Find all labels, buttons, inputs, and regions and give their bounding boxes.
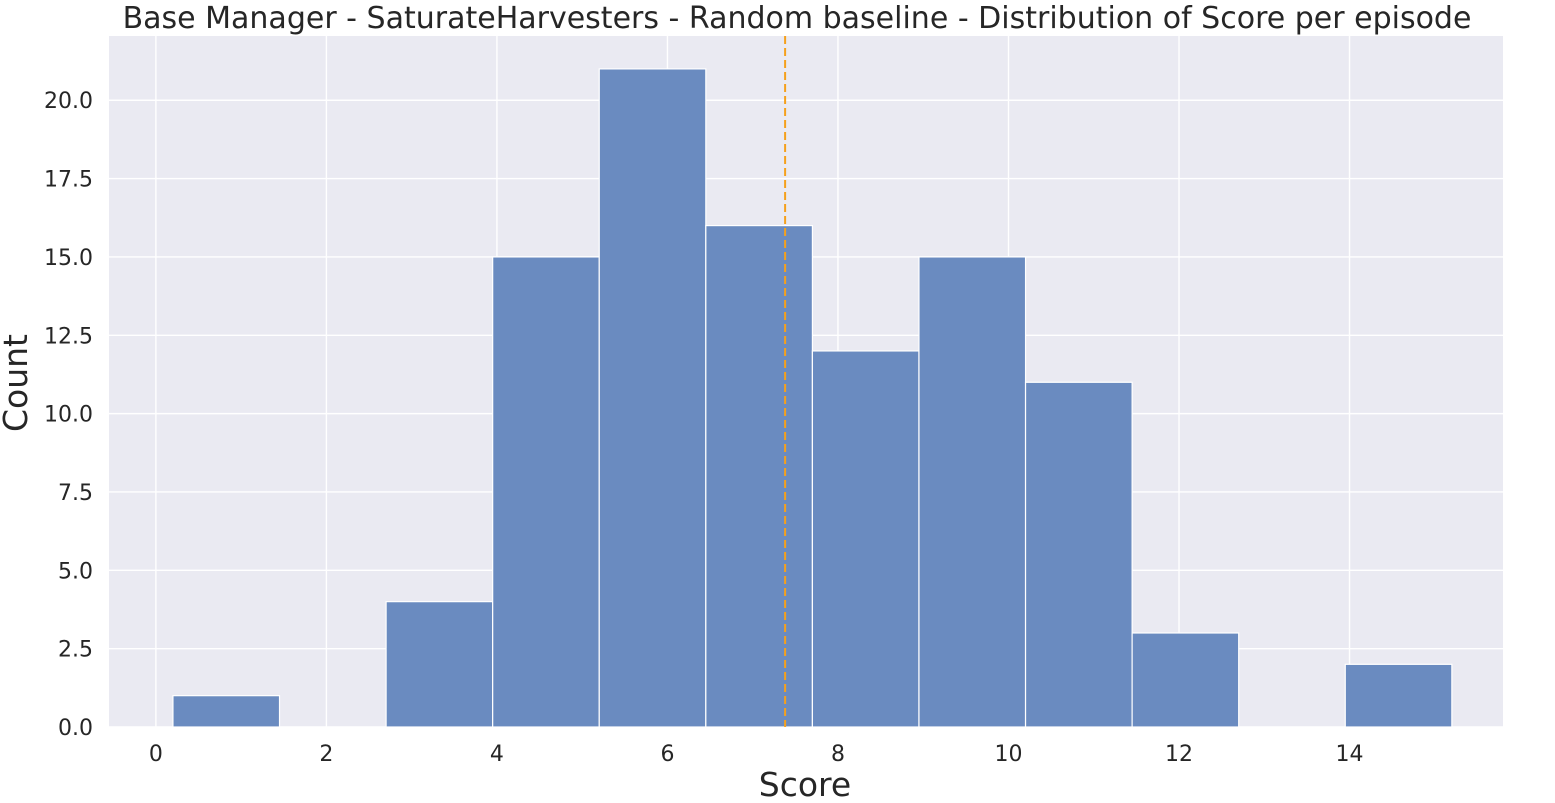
histogram-bar [1344, 663, 1453, 728]
x-tick-label: 2 [319, 742, 333, 767]
x-tick-label: 4 [490, 742, 504, 767]
x-axis-label: Score [759, 765, 851, 803]
histogram-bars [172, 68, 1453, 728]
y-tick-label: 2.5 [58, 638, 93, 663]
chart-title: Base Manager - SaturateHarvesters - Rand… [123, 1, 1472, 36]
x-tick-label: 10 [994, 742, 1022, 767]
y-tick-label: 0.0 [58, 716, 93, 741]
y-tick-label: 12.5 [44, 324, 93, 349]
histogram-bar [385, 601, 494, 728]
histogram-bar [1131, 632, 1240, 728]
histogram-bar [598, 68, 707, 728]
histogram-bar [1024, 381, 1133, 728]
y-tick-label: 7.5 [58, 481, 93, 506]
y-tick-label: 15.0 [44, 246, 93, 271]
x-axis-ticks: 0 2 4 6 8 10 12 14 [149, 742, 1364, 767]
histogram-bar [811, 350, 920, 728]
x-tick-label: 14 [1336, 742, 1364, 767]
histogram-bar [172, 695, 281, 728]
y-axis-label: Count [0, 334, 35, 432]
x-tick-label: 0 [149, 742, 163, 767]
y-tick-label: 10.0 [44, 403, 93, 428]
y-axis-ticks: 0.0 2.5 5.0 7.5 10.0 12.5 15.0 17.5 20.0 [44, 89, 93, 741]
y-tick-label: 5.0 [58, 559, 93, 584]
x-tick-label: 12 [1165, 742, 1193, 767]
x-tick-label: 8 [831, 742, 845, 767]
histogram-bar [918, 256, 1027, 728]
y-tick-label: 17.5 [44, 168, 93, 193]
histogram-bar [705, 224, 813, 728]
histogram-bar [492, 256, 600, 728]
y-tick-label: 20.0 [44, 89, 93, 114]
x-tick-label: 6 [660, 742, 674, 767]
